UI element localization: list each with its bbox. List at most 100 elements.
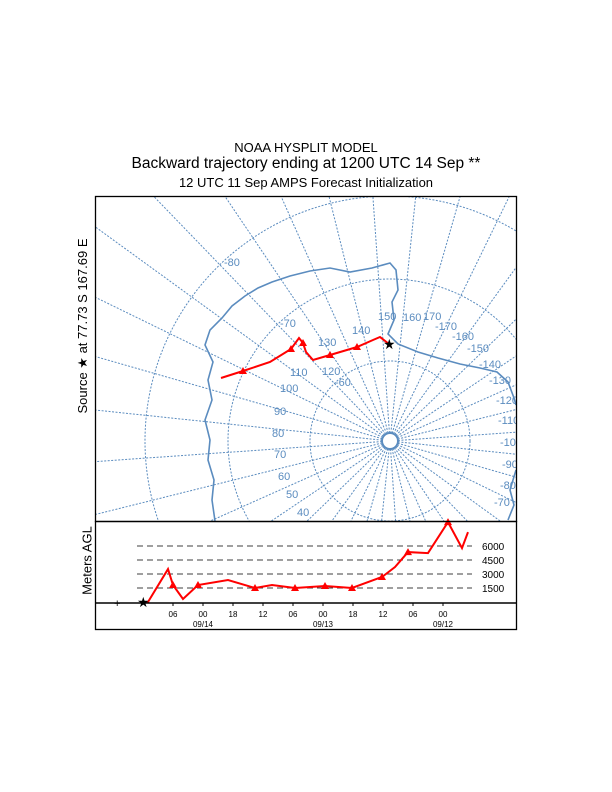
meridian-line <box>397 442 516 478</box>
source-star-icon: ★ <box>137 594 150 610</box>
height-marker <box>291 584 299 591</box>
height-tick-label: 1500 <box>482 584 505 595</box>
meridian-line <box>397 441 516 455</box>
meridian-line <box>396 444 516 503</box>
longitude-label: 70 <box>274 449 286 461</box>
time-tick-label: 12 <box>379 610 388 619</box>
longitude-label: -150 <box>467 343 489 355</box>
height-tick-label: 6000 <box>482 542 505 553</box>
trajectory-marker <box>326 351 334 358</box>
time-tick-label: 00 <box>199 610 208 619</box>
coastline <box>507 469 516 521</box>
time-tick-label: 18 <box>229 610 238 619</box>
meridian-line <box>391 197 461 434</box>
height-frame <box>94 520 518 631</box>
latitude-label: -80 <box>224 257 240 269</box>
meridian-line <box>372 197 390 434</box>
height-marker <box>194 581 202 589</box>
meridian-line <box>391 448 411 521</box>
map-frame <box>94 195 518 523</box>
longitude-label: -110 <box>498 415 519 427</box>
time-tick-label: 06 <box>289 610 298 619</box>
meridian-line <box>306 446 385 521</box>
meridian-line <box>397 409 516 440</box>
height-marker <box>321 582 329 590</box>
longitude-label: -80 <box>500 480 516 492</box>
meridian-line <box>397 431 516 441</box>
coastline <box>204 262 516 521</box>
longitude-label: -70 <box>494 497 510 509</box>
meridian-line <box>96 409 383 441</box>
height-marker <box>378 572 386 580</box>
trajectory-path <box>220 335 390 379</box>
longitude-label: -90 <box>502 459 518 471</box>
meridian-line <box>350 447 387 521</box>
height-marker <box>348 584 356 591</box>
longitude-label: -100 <box>500 437 522 449</box>
longitude-label: 120 <box>322 366 340 378</box>
meridian-line <box>396 355 516 437</box>
longitude-label: 80 <box>272 428 284 440</box>
meridian-line <box>393 197 510 435</box>
latitude-circle <box>309 360 471 521</box>
height-marker <box>404 548 412 556</box>
longitude-label: 50 <box>286 489 298 501</box>
source-star-icon: ★ <box>383 336 396 352</box>
latitude-label: -70 <box>280 318 296 330</box>
meridian-line <box>396 445 501 521</box>
longitude-label: 130 <box>318 337 336 349</box>
meridian-line <box>397 384 516 439</box>
height-tick-label: 4500 <box>482 556 505 567</box>
date-label: 09/14 <box>193 620 214 629</box>
trajectory-marker <box>299 339 307 346</box>
meridian-line <box>154 197 385 436</box>
meridian-line <box>390 448 397 521</box>
map-panel: -60 -70 -80 120 130 140 150 160 170-170-160-150 -… <box>96 197 522 521</box>
meridian-line <box>271 445 384 521</box>
longitude-label: 140 <box>352 325 370 337</box>
longitude-label: 90 <box>274 406 286 418</box>
time-tick-label: 00 <box>319 610 328 619</box>
longitude-label: 170 <box>423 311 441 323</box>
height-tick-label: 3000 <box>482 570 505 581</box>
plus-marker-icon: + <box>114 598 120 610</box>
meridian-line <box>381 448 390 521</box>
height-marker <box>169 581 177 589</box>
meridian-line <box>225 197 386 435</box>
trajectory-marker <box>239 367 247 374</box>
time-tick-label: 12 <box>259 610 268 619</box>
height-marker <box>251 584 259 591</box>
meridian-line <box>392 448 427 521</box>
pole-circle <box>381 432 399 450</box>
time-tick-label: 18 <box>349 610 358 619</box>
longitude-label: -140 <box>479 359 501 371</box>
trajectory-title: Backward trajectory ending at 1200 UTC 1… <box>131 155 481 172</box>
longitude-label: -130 <box>489 375 511 387</box>
time-tick-label: 06 <box>409 610 418 619</box>
longitude-label: 40 <box>297 507 309 519</box>
latitude-circle <box>227 278 516 521</box>
initialization-subtitle: 12 UTC 11 Sep AMPS Forecast Initializati… <box>178 175 434 190</box>
model-title: NOAA HYSPLIT MODEL <box>234 140 378 155</box>
date-label: 09/12 <box>433 620 454 629</box>
meridian-line <box>390 197 417 434</box>
time-tick-label: 06 <box>169 610 178 619</box>
meridian-line <box>394 447 445 521</box>
meridian-line <box>96 442 383 515</box>
meridian-line <box>280 197 388 434</box>
time-tick-label: 00 <box>439 610 448 619</box>
latitude-label: -60 <box>335 377 351 389</box>
trajectory-marker <box>287 345 295 352</box>
meridian-line <box>96 441 383 463</box>
longitude-label: 150 <box>378 311 396 323</box>
height-trace <box>143 520 469 603</box>
trajectory-marker <box>353 343 361 350</box>
date-label: 09/13 <box>313 620 334 629</box>
longitude-label: 110 <box>290 367 308 379</box>
longitude-label: 100 <box>280 383 298 395</box>
meridian-line <box>96 356 383 440</box>
longitude-label: 60 <box>278 471 290 483</box>
longitude-label: -160 <box>452 331 474 343</box>
